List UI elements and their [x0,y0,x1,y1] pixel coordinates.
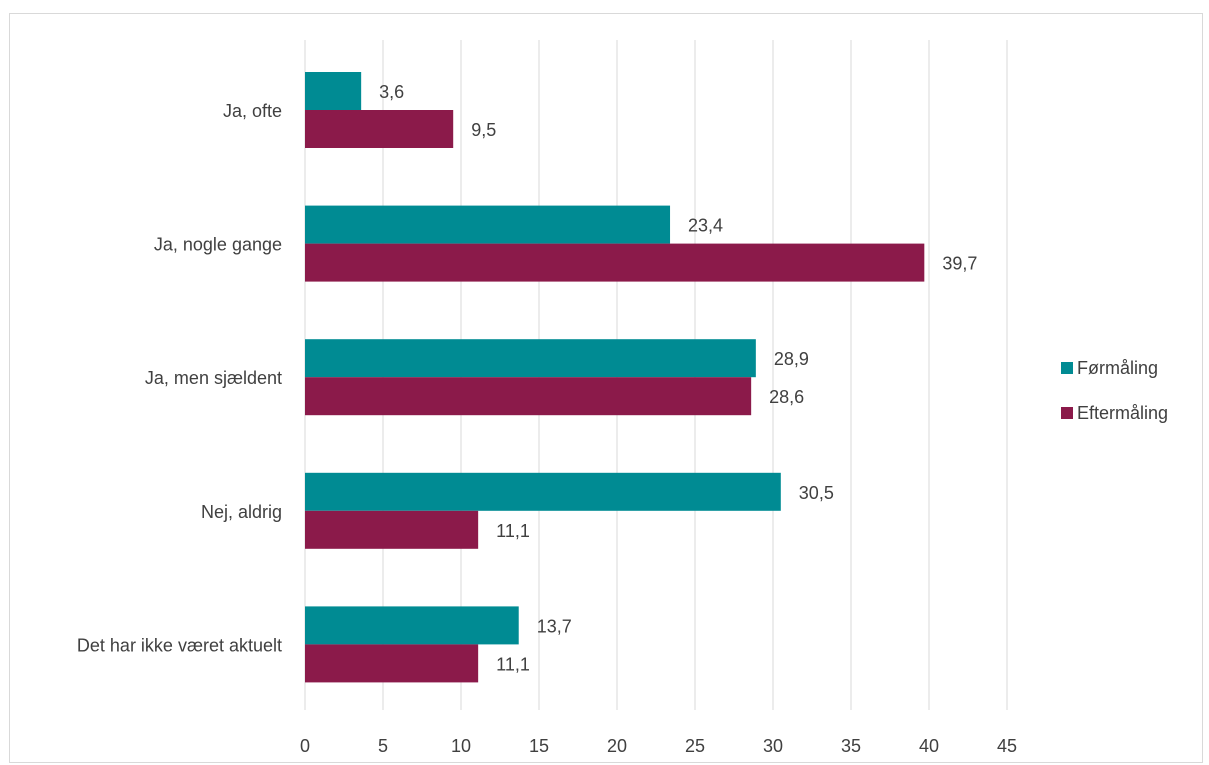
x-tick-label: 35 [841,736,861,756]
category-label: Ja, ofte [223,101,282,121]
gridlines [304,40,1008,710]
x-tick-label: 10 [451,736,471,756]
data-label: 39,7 [942,254,977,274]
data-label: 30,5 [799,483,834,503]
category-labels: Ja, ofte Ja, nogle gange Ja, men sjældent N… [77,101,282,655]
bar-formaling [305,472,781,511]
legend-swatch [1061,362,1073,374]
x-tick-label: 25 [685,736,705,756]
data-label: 11,1 [496,654,530,674]
bar-formaling [305,339,756,378]
legend-label: Eftermåling [1077,403,1168,423]
data-label: 23,4 [688,216,723,236]
bar-eftermaling [305,510,479,549]
category-label: Det har ikke været aktuelt [77,635,282,655]
x-tick-label: 5 [378,736,388,756]
data-label: 11,1 [496,521,530,541]
x-tick-label: 45 [997,736,1017,756]
bars [305,72,925,683]
x-tick-label: 30 [763,736,783,756]
x-tick-label: 20 [607,736,627,756]
bar-eftermaling [305,243,925,282]
data-labels: 3,6 9,5 23,4 39,7 28,9 28,6 30,5 11,1 13,7 11,1 [379,82,977,674]
bar-formaling [305,606,519,645]
x-tick-label: 15 [529,736,549,756]
data-label: 28,9 [774,349,809,369]
data-label: 9,5 [471,120,496,140]
x-axis-tick-labels: 0 5 10 15 20 25 30 35 40 45 [300,736,1017,756]
bar-eftermaling [305,644,479,683]
data-label: 28,6 [769,387,804,407]
x-tick-label: 0 [300,736,310,756]
category-label: Ja, nogle gange [154,235,282,255]
data-label: 3,6 [379,82,404,102]
x-tick-label: 40 [919,736,939,756]
bar-eftermaling [305,377,752,416]
legend: Førmåling Eftermåling [1061,358,1168,423]
bar-formaling [305,205,671,244]
data-label: 13,7 [537,616,572,636]
bar-formaling [305,72,362,110]
category-label: Nej, aldrig [201,502,282,522]
bar-eftermaling [305,110,454,148]
legend-swatch [1061,407,1073,419]
legend-label: Førmåling [1077,358,1158,378]
category-label: Ja, men sjældent [145,368,282,388]
